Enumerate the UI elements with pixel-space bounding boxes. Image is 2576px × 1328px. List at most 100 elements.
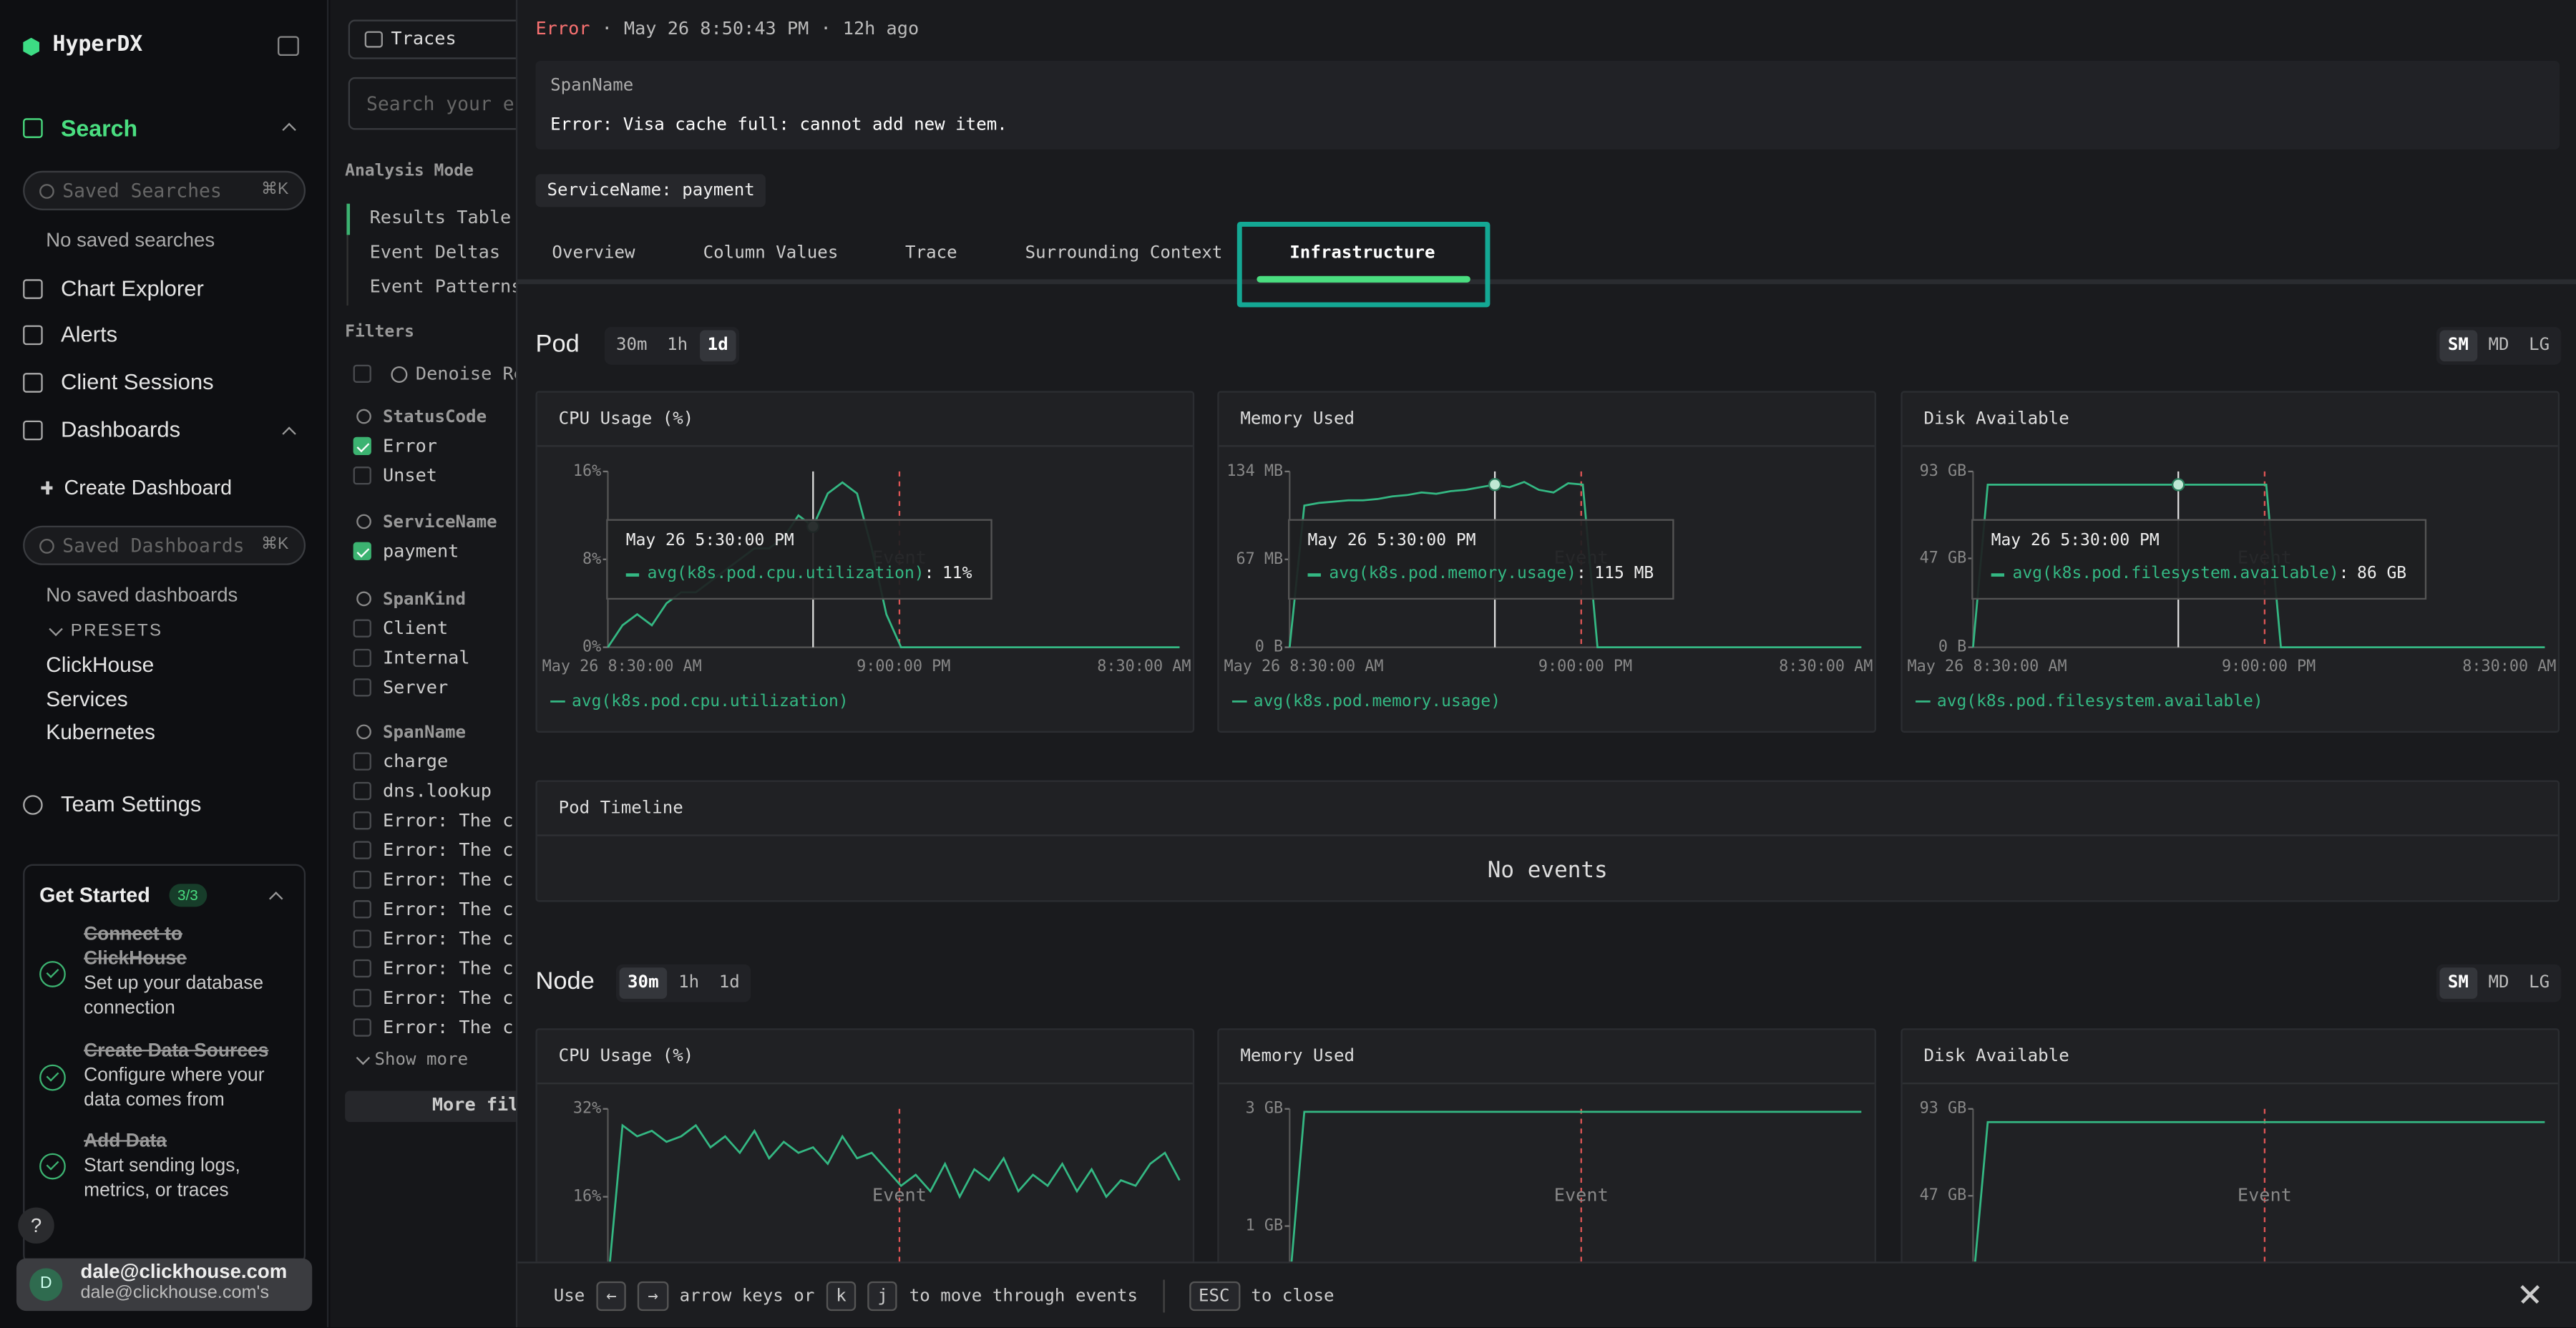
denoise-toggle[interactable]: Denoise Re — [416, 361, 525, 388]
service-tag: ServiceName: payment — [535, 174, 766, 207]
magnifier-icon — [356, 409, 371, 424]
logo-icon — [23, 38, 39, 56]
y-tick-label: 47 GB — [1920, 1186, 1967, 1204]
nav-icon — [23, 373, 43, 393]
nav-search[interactable]: Search — [61, 115, 137, 142]
nav-item[interactable]: Dashboards — [61, 417, 180, 444]
preset-link[interactable]: ClickHouse — [46, 652, 154, 678]
tab[interactable]: Trace — [905, 240, 957, 266]
checkbox[interactable] — [353, 841, 371, 859]
nav-item[interactable]: Client Sessions — [61, 370, 214, 396]
checkbox[interactable] — [353, 365, 371, 383]
analysis-mode[interactable]: Event Deltas — [370, 240, 500, 266]
checkbox[interactable] — [353, 542, 371, 560]
denoise-icon — [391, 366, 407, 383]
more-filters-button[interactable]: More fil — [345, 1090, 542, 1122]
sizes-button[interactable]: LG — [2521, 330, 2558, 361]
filter-option[interactable]: Error: The cr — [383, 956, 525, 982]
collapse-button[interactable] — [278, 36, 299, 57]
step-check — [39, 1153, 66, 1180]
help-button[interactable]: ? — [18, 1208, 54, 1244]
analysis-mode[interactable]: Results Table — [370, 205, 512, 232]
sizes-button[interactable]: MD — [2480, 330, 2517, 361]
filter-option[interactable]: Client — [383, 616, 448, 643]
checkbox[interactable] — [353, 467, 371, 484]
filter-group-name: ServiceName — [383, 509, 497, 536]
ranges-button[interactable]: 1h — [659, 330, 696, 361]
filter-option[interactable]: Error: The cr — [383, 1015, 525, 1042]
tooltip-value: 11% — [942, 559, 972, 592]
tooltip: May 26 5:30:00 PMavg(k8s.pod.memory.usag… — [1288, 519, 1674, 600]
filter-option[interactable]: dns.lookup — [383, 778, 492, 805]
hint-text: to move through events — [909, 1281, 1138, 1311]
card-title: Pod Timeline — [559, 795, 683, 821]
key-cap: ← — [596, 1281, 626, 1311]
checkbox[interactable] — [353, 989, 371, 1007]
nav-item[interactable]: Alerts — [61, 322, 117, 348]
progress-badge: 3/3 — [169, 884, 206, 907]
filter-option[interactable]: payment — [383, 539, 459, 565]
tooltip-swatch — [1308, 574, 1321, 576]
nav-item[interactable]: Chart Explorer — [61, 276, 204, 303]
filter-option[interactable]: Error: The cr — [383, 809, 525, 835]
preset-link[interactable]: Services — [46, 687, 127, 713]
ranges-button[interactable]: 30m — [620, 967, 668, 999]
team-settings[interactable]: Team Settings — [61, 792, 201, 819]
sizes-button[interactable]: SM — [2439, 330, 2477, 361]
section-label: Analysis Mode — [345, 160, 474, 186]
filter-option[interactable]: Server — [383, 675, 448, 702]
filter-option[interactable]: Error: The cr — [383, 867, 525, 894]
checkbox[interactable] — [353, 1018, 371, 1036]
checkbox[interactable] — [353, 649, 371, 667]
close-button[interactable] — [2519, 1283, 2542, 1306]
create-dashboard[interactable]: Create Dashboard — [64, 475, 233, 502]
checkbox[interactable] — [353, 929, 371, 947]
legend-label: avg(k8s.pod.memory.usage) — [1254, 692, 1501, 711]
hint-text: to close — [1251, 1281, 1334, 1311]
sizes-button[interactable]: SM — [2439, 967, 2477, 999]
checkbox[interactable] — [353, 782, 371, 800]
ranges-button[interactable]: 1d — [711, 967, 748, 999]
y-tick-label: 93 GB — [1920, 462, 1967, 480]
tab[interactable]: Column Values — [703, 240, 839, 266]
event-label: Event — [872, 1184, 927, 1205]
sizes-button[interactable]: LG — [2521, 967, 2558, 999]
user-menu[interactable]: Ddale@clickhouse.comdale@clickhouse.com'… — [16, 1259, 312, 1311]
tab[interactable]: Surrounding Context — [1025, 240, 1223, 266]
presets-label: PRESETS — [71, 617, 163, 644]
chart-card: Disk Available0 B47 GB93 GBMay 26 8:30:0… — [1901, 391, 2560, 733]
filter-option[interactable]: Error: The cr — [383, 986, 525, 1012]
ranges-button[interactable]: 1h — [670, 967, 708, 999]
filter-option[interactable]: charge — [383, 749, 448, 776]
mode-rail-active — [346, 204, 348, 235]
tooltip-separator: : — [924, 559, 935, 592]
search-input[interactable]: Saved Dashboards⌘K — [23, 526, 306, 565]
checkbox[interactable] — [353, 620, 371, 638]
checkbox[interactable] — [353, 960, 371, 977]
x-tick-label: 9:00:00 PM — [2222, 658, 2316, 675]
search-input[interactable]: Saved Searches⌘K — [23, 171, 306, 210]
checkbox[interactable] — [353, 753, 371, 771]
tooltip-row: avg(k8s.pod.memory.usage):115 MB — [1308, 559, 1654, 592]
filter-option[interactable]: Error: The cr — [383, 927, 525, 953]
hint-text: arrow keys or — [680, 1281, 815, 1311]
filter-option[interactable]: Error: The cr — [383, 897, 525, 924]
plus-icon-v — [46, 482, 48, 494]
checkbox[interactable] — [353, 811, 371, 829]
filter-option[interactable]: Error: The cr — [383, 838, 525, 864]
ranges-button[interactable]: 30m — [608, 330, 655, 361]
drawer-header: Error·May 26 8:50:43 PM·12h ago — [535, 16, 919, 43]
sizes-button[interactable]: MD — [2480, 967, 2517, 999]
checkbox[interactable] — [353, 437, 371, 455]
show-more[interactable]: Show more — [374, 1047, 468, 1073]
filter-option[interactable]: Internal — [383, 645, 470, 672]
filter-option[interactable]: Error — [383, 434, 437, 460]
checkbox[interactable] — [353, 900, 371, 918]
preset-link[interactable]: Kubernetes — [46, 720, 155, 746]
checkbox[interactable] — [353, 678, 371, 696]
tab[interactable]: Overview — [552, 240, 635, 266]
ranges-button[interactable]: 1d — [699, 330, 736, 361]
checkbox[interactable] — [353, 871, 371, 889]
analysis-mode[interactable]: Event Patterns — [370, 274, 522, 301]
filter-option[interactable]: Unset — [383, 463, 437, 489]
